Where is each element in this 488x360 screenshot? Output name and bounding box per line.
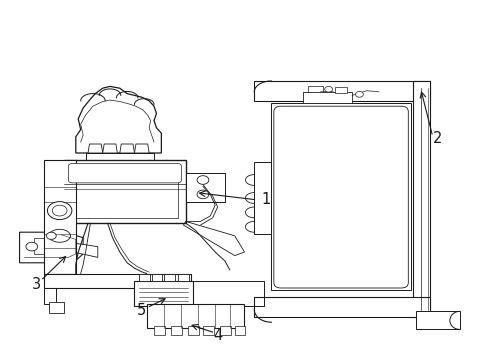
Text: 4: 4	[213, 328, 222, 343]
Polygon shape	[63, 160, 185, 223]
FancyBboxPatch shape	[68, 163, 181, 183]
Polygon shape	[44, 160, 76, 274]
Text: 1: 1	[261, 192, 270, 207]
Text: 5: 5	[137, 303, 146, 318]
Polygon shape	[20, 232, 83, 263]
Polygon shape	[73, 243, 98, 257]
Polygon shape	[102, 144, 117, 153]
Polygon shape	[171, 326, 182, 335]
Circle shape	[26, 242, 38, 251]
Polygon shape	[134, 281, 193, 306]
Polygon shape	[271, 103, 410, 290]
Polygon shape	[220, 326, 230, 335]
Polygon shape	[254, 81, 429, 101]
Polygon shape	[178, 274, 189, 281]
Polygon shape	[44, 288, 56, 304]
Circle shape	[47, 202, 72, 220]
Polygon shape	[203, 326, 213, 335]
Circle shape	[46, 232, 56, 239]
Polygon shape	[254, 297, 429, 317]
Polygon shape	[303, 92, 351, 103]
Text: 3: 3	[32, 277, 41, 292]
Polygon shape	[71, 164, 178, 218]
FancyBboxPatch shape	[273, 106, 407, 288]
Polygon shape	[412, 81, 429, 317]
Polygon shape	[154, 326, 164, 335]
Polygon shape	[134, 144, 149, 153]
Polygon shape	[307, 86, 322, 92]
Polygon shape	[334, 87, 346, 93]
Polygon shape	[415, 311, 459, 329]
Circle shape	[355, 91, 363, 97]
Polygon shape	[76, 86, 161, 153]
Polygon shape	[85, 153, 154, 160]
Polygon shape	[166, 288, 178, 304]
Polygon shape	[139, 274, 150, 281]
Polygon shape	[34, 238, 54, 254]
Polygon shape	[234, 326, 245, 335]
Polygon shape	[146, 304, 244, 328]
Polygon shape	[88, 144, 102, 153]
Circle shape	[324, 86, 332, 92]
Polygon shape	[49, 302, 63, 313]
Polygon shape	[120, 144, 134, 153]
Polygon shape	[151, 274, 162, 281]
Circle shape	[197, 176, 208, 184]
Polygon shape	[159, 302, 173, 313]
Polygon shape	[188, 326, 199, 335]
Circle shape	[197, 190, 208, 199]
Polygon shape	[185, 173, 224, 202]
Polygon shape	[44, 274, 190, 288]
Polygon shape	[163, 274, 174, 281]
Circle shape	[52, 205, 67, 216]
Polygon shape	[254, 162, 271, 234]
Text: 2: 2	[432, 131, 441, 146]
